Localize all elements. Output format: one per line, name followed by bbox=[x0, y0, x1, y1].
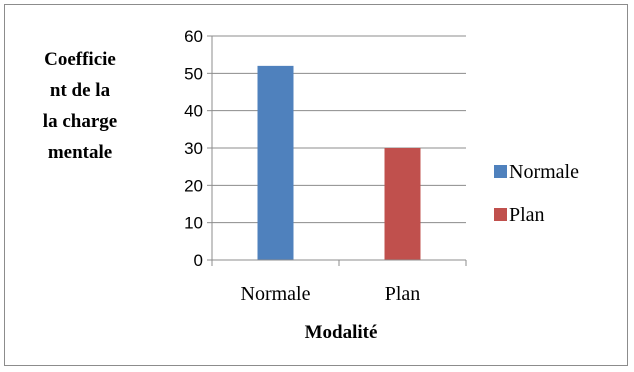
y-axis-label-line: nt de la bbox=[50, 80, 111, 101]
axes bbox=[211, 36, 467, 266]
y-tick-label: 50 bbox=[184, 64, 203, 83]
y-tick-labels: 0 10 20 30 40 50 60 bbox=[184, 27, 203, 270]
gridlines bbox=[207, 35, 466, 261]
y-tick-label: 30 bbox=[184, 139, 203, 158]
bars bbox=[257, 65, 421, 260]
x-tick-labels: Normale Plan bbox=[241, 283, 421, 305]
legend-swatch bbox=[494, 165, 507, 178]
y-axis-label-line: la charge bbox=[43, 111, 117, 132]
y-tick-label: 40 bbox=[184, 102, 203, 121]
y-tick-label: 60 bbox=[184, 27, 203, 46]
y-axis-label-line: Coefficie bbox=[44, 49, 116, 70]
y-tick-label: 20 bbox=[184, 176, 203, 195]
legend-swatch bbox=[494, 208, 507, 221]
y-tick-label: 0 bbox=[194, 251, 203, 270]
legend-label: Plan bbox=[509, 204, 545, 226]
y-axis-label: Coefficie nt de la la charge mentale bbox=[43, 49, 117, 163]
legend-label: Normale bbox=[509, 161, 579, 183]
x-tick-label: Normale bbox=[241, 283, 311, 305]
legend: Normale Plan bbox=[494, 161, 579, 226]
bar bbox=[384, 148, 421, 260]
bar bbox=[257, 65, 294, 260]
x-tick-label: Plan bbox=[385, 283, 421, 305]
y-axis-label-line: mentale bbox=[48, 142, 112, 163]
x-axis-label: Modalité bbox=[305, 322, 378, 343]
y-tick-label: 10 bbox=[184, 214, 203, 233]
